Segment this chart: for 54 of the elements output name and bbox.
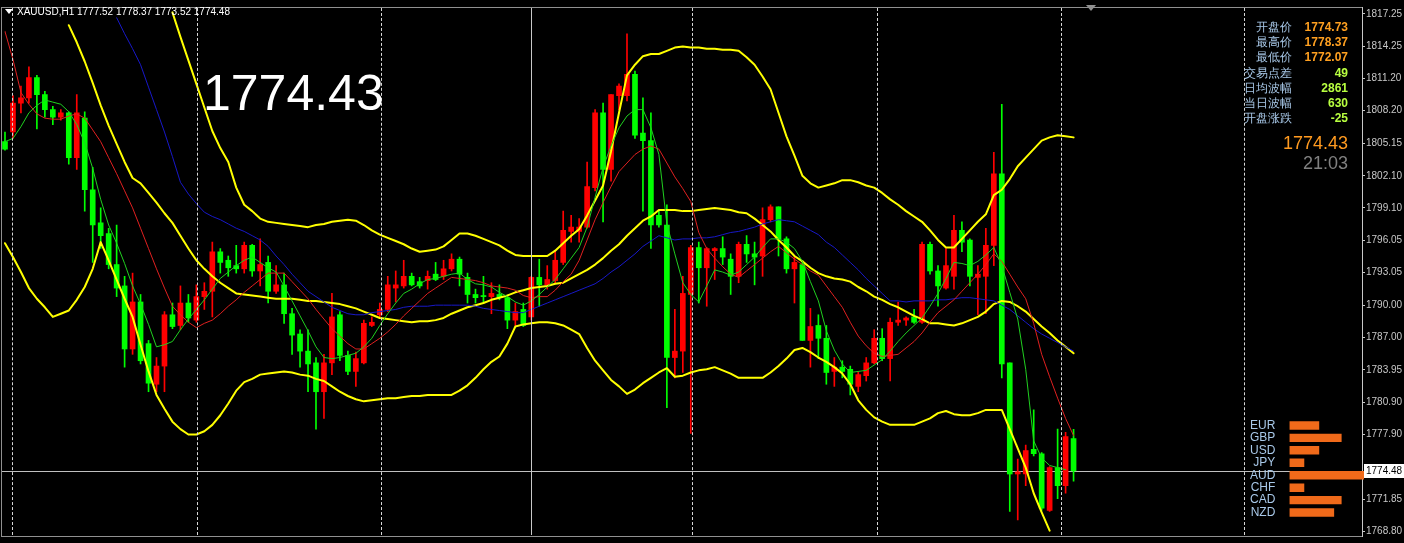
- y-tick-label: 1799.10: [1366, 201, 1403, 213]
- y-tick-label: 1771.85: [1366, 492, 1403, 504]
- bar: [1289, 471, 1364, 480]
- text: -25: [1330, 111, 1348, 126]
- bar: [1289, 458, 1305, 467]
- y-tick-label: 1787.00: [1366, 330, 1403, 342]
- y-tick-label: 1814.25: [1366, 39, 1403, 51]
- bar: [1289, 421, 1320, 430]
- y-tick-label: 1808.20: [1366, 104, 1403, 116]
- bar: [1289, 446, 1320, 455]
- y-tick-label: 1796.05: [1366, 234, 1403, 246]
- y-tick-label: 1811.20: [1366, 72, 1402, 84]
- y-tick-label: 1790.00: [1366, 298, 1403, 310]
- y-tick-label: 1783.95: [1366, 363, 1403, 375]
- y-tick-label: JPY: [1253, 455, 1276, 470]
- y-tick-label: 1768.80: [1366, 525, 1403, 537]
- chart-title: XAUUSD,H1 1777.52 1778.37 1773.52 1774.48: [17, 6, 230, 17]
- y-tick-label: EUR: [1250, 417, 1276, 432]
- bar: [1289, 483, 1305, 492]
- text: 1774.73: [1304, 20, 1348, 34]
- candlestick: [672, 309, 678, 379]
- candlestick: [895, 301, 901, 326]
- y-tick-label: NZD: [1250, 504, 1276, 519]
- y-tick-label: CHF: [1250, 479, 1276, 494]
- text: 最低价: [1256, 50, 1292, 65]
- bar: [1289, 433, 1342, 443]
- text: 1778.37: [1304, 35, 1348, 50]
- text: 2861: [1321, 80, 1348, 95]
- y-tick-label: 1777.90: [1366, 428, 1403, 440]
- y-tick-label: 1793.05: [1366, 266, 1403, 278]
- text: 630: [1327, 96, 1348, 110]
- bar: [1289, 495, 1342, 505]
- y-tick-label: 1805.15: [1366, 137, 1403, 149]
- text: 日均波幅: [1244, 80, 1292, 95]
- text: 开盘涨跌: [1244, 111, 1292, 126]
- ref-line-label: 1774.48: [1366, 464, 1403, 476]
- y-tick-label: CAD: [1250, 492, 1276, 507]
- candlestick: [640, 97, 646, 212]
- annotation: 1774.43: [203, 65, 384, 121]
- text: 最高价: [1256, 35, 1292, 50]
- text: 开盘价: [1256, 20, 1292, 34]
- text: 1772.07: [1304, 50, 1348, 65]
- text: 49: [1334, 65, 1348, 80]
- text: 21:03: [1302, 153, 1348, 173]
- y-tick-label: AUD: [1250, 467, 1276, 482]
- y-tick-label: GBP: [1250, 430, 1276, 445]
- text: 交易点差: [1244, 65, 1292, 80]
- text: 1774.43: [1282, 133, 1348, 153]
- text: 当日波幅: [1244, 96, 1292, 110]
- y-tick-label: USD: [1250, 442, 1276, 457]
- y-tick-label: 1817.25: [1366, 7, 1403, 19]
- y-tick-label: 1780.90: [1366, 396, 1403, 408]
- bar: [1289, 508, 1335, 517]
- y-tick-label: 1802.10: [1366, 169, 1403, 181]
